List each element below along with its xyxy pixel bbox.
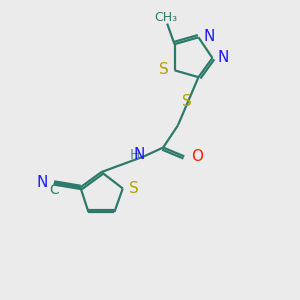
Text: O: O — [191, 149, 203, 164]
Text: C: C — [49, 183, 59, 197]
Text: S: S — [129, 181, 139, 196]
Text: CH₃: CH₃ — [154, 11, 177, 24]
Text: S: S — [160, 62, 169, 77]
Text: H: H — [129, 148, 140, 162]
Text: N: N — [37, 175, 48, 190]
Text: S: S — [182, 94, 192, 110]
Text: N: N — [133, 147, 145, 162]
Text: N: N — [218, 50, 229, 65]
Text: N: N — [204, 29, 215, 44]
